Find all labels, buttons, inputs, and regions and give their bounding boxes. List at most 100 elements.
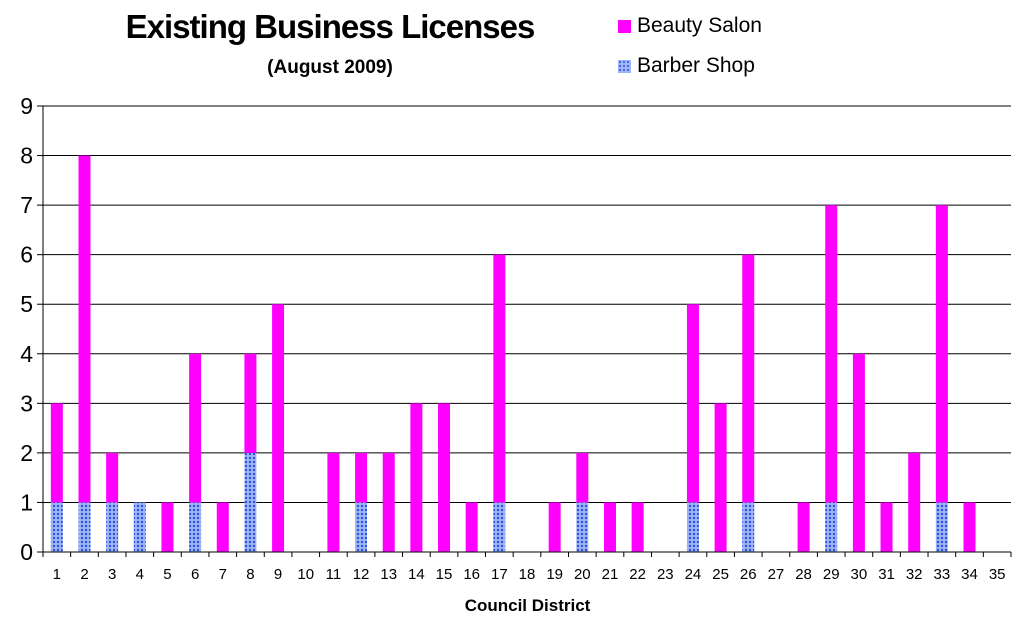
- x-tick-label: 23: [657, 566, 674, 583]
- bar-beauty-salon: [355, 452, 368, 503]
- x-tick-label: 15: [436, 566, 453, 583]
- chart-title: Existing Business Licenses: [125, 8, 536, 45]
- bar-barber-shop: [935, 502, 948, 552]
- x-tick-label: 32: [906, 566, 923, 583]
- x-tick-label: 29: [823, 566, 840, 583]
- bar-beauty-salon: [106, 452, 119, 503]
- x-tick-label: 25: [712, 566, 729, 583]
- bars: [50, 155, 976, 552]
- y-tick-label: 2: [20, 440, 33, 466]
- bar-beauty-salon: [908, 452, 921, 552]
- x-tick-label: 17: [491, 566, 508, 583]
- x-tick-label: 4: [136, 566, 144, 583]
- x-tick-label: 13: [380, 566, 397, 583]
- bar-barber-shop: [576, 502, 589, 552]
- x-tick-label: 27: [768, 566, 785, 583]
- bar-barber-shop: [189, 502, 202, 552]
- bar-beauty-salon: [576, 452, 589, 503]
- bar-beauty-salon: [631, 502, 644, 552]
- chart-subtitle: (August 2009): [267, 57, 393, 78]
- x-tick-label: 9: [274, 566, 282, 583]
- x-tick-label: 5: [163, 566, 171, 583]
- y-tick-label: 7: [20, 192, 33, 218]
- y-tick-label: 5: [20, 291, 33, 317]
- x-tick-label: 7: [219, 566, 227, 583]
- bar-barber-shop: [355, 502, 368, 552]
- bar-beauty-salon: [797, 502, 810, 552]
- x-axis-label: Council District: [464, 596, 591, 615]
- x-tick-label: 16: [463, 566, 480, 583]
- y-tick-label: 9: [20, 93, 33, 119]
- x-tick-label: 12: [353, 566, 370, 583]
- x-tick-label: 8: [246, 566, 254, 583]
- x-tick-label: 18: [519, 566, 536, 583]
- bar-beauty-salon: [880, 502, 893, 552]
- x-tick-label: 19: [546, 566, 563, 583]
- bar-barber-shop: [493, 502, 506, 552]
- grid-lines: [43, 105, 1011, 503]
- x-tick-label: 6: [191, 566, 199, 583]
- bar-beauty-salon: [78, 155, 91, 503]
- bar-beauty-salon: [686, 304, 699, 503]
- bar-beauty-salon: [852, 353, 865, 552]
- bar-beauty-salon: [161, 502, 174, 552]
- legend-swatch-barber-shop: [618, 59, 631, 73]
- bar-barber-shop: [825, 502, 838, 552]
- bar-beauty-salon: [825, 205, 838, 503]
- x-tick-label: 28: [795, 566, 812, 583]
- bar-barber-shop: [686, 502, 699, 552]
- bar-barber-shop: [244, 452, 257, 552]
- bar-beauty-salon: [327, 452, 340, 552]
- bar-beauty-salon: [465, 502, 478, 552]
- x-tick-label: 20: [574, 566, 591, 583]
- bar-beauty-salon: [935, 205, 948, 503]
- y-tick-label: 6: [20, 242, 33, 268]
- legend-item-beauty-salon: Beauty Salon: [618, 6, 762, 46]
- bar-beauty-salon: [382, 452, 395, 552]
- legend-swatch-beauty-salon: [618, 19, 631, 33]
- x-tick-label: 30: [851, 566, 868, 583]
- x-tick-label: 2: [80, 566, 88, 583]
- y-tick-label: 1: [20, 489, 33, 515]
- y-tick-label: 4: [20, 341, 33, 367]
- x-tick-label: 11: [326, 566, 342, 583]
- bar-beauty-salon: [272, 304, 285, 552]
- y-tick-label: 3: [20, 390, 33, 416]
- bar-barber-shop: [78, 502, 91, 552]
- legend-label-beauty-salon: Beauty Salon: [637, 14, 762, 37]
- bar-beauty-salon: [244, 353, 257, 453]
- bar-beauty-salon: [189, 353, 202, 503]
- bar-beauty-salon: [548, 502, 561, 552]
- x-tick-label: 34: [961, 566, 978, 583]
- x-tick-label: 26: [740, 566, 757, 583]
- x-tick-label: 33: [934, 566, 951, 583]
- bar-beauty-salon: [714, 403, 727, 552]
- x-tick-label: 31: [878, 566, 895, 583]
- bar-beauty-salon: [603, 502, 616, 552]
- bar-beauty-salon: [963, 502, 976, 552]
- x-tick-label: 1: [53, 566, 61, 583]
- chart-legend: Beauty Salon Barber Shop: [618, 6, 762, 86]
- bar-beauty-salon: [493, 254, 506, 503]
- bar-barber-shop: [50, 502, 63, 552]
- bar-beauty-salon: [50, 403, 63, 503]
- x-tick-label: 3: [108, 566, 116, 583]
- x-tick-label: 22: [629, 566, 646, 583]
- legend-item-barber-shop: Barber Shop: [618, 46, 762, 86]
- x-tick-label: 24: [685, 566, 702, 583]
- x-tick-label: 14: [408, 566, 425, 583]
- bar-beauty-salon: [742, 254, 755, 503]
- bar-beauty-salon: [438, 403, 451, 552]
- y-tick-label: 0: [20, 539, 33, 565]
- y-tick-label: 8: [20, 143, 33, 169]
- bar-barber-shop: [133, 502, 146, 552]
- x-tick-label: 10: [297, 566, 314, 583]
- x-tick-label: 21: [602, 566, 619, 583]
- bar-beauty-salon: [216, 502, 229, 552]
- bar-barber-shop: [106, 502, 119, 552]
- bar-beauty-salon: [410, 403, 423, 552]
- bar-barber-shop: [742, 502, 755, 552]
